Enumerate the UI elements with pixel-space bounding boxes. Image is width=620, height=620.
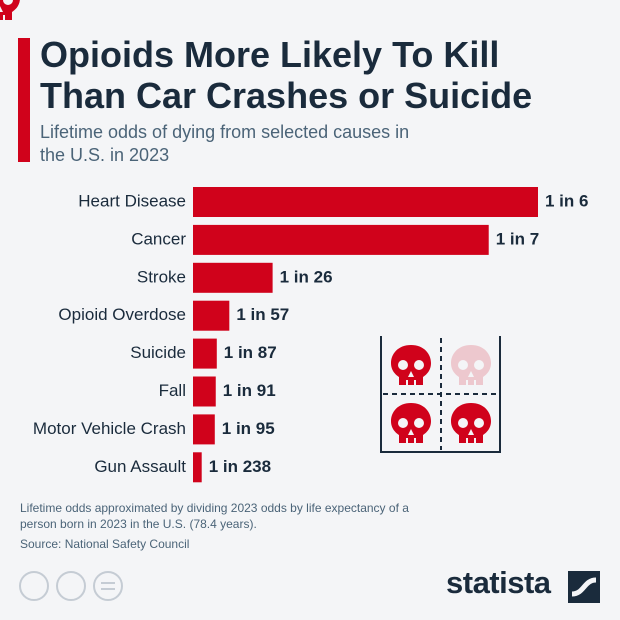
value-label: 1 in 6 [545, 191, 588, 210]
category-label: Opioid Overdose [58, 305, 186, 324]
bar [193, 300, 230, 331]
chart-title: Opioids More Likely To Kill Than Car Cra… [40, 34, 533, 116]
category-label: Stroke [137, 267, 186, 286]
skull-icon [0, 0, 501, 453]
chart-subtitle: Lifetime odds of dying from selected cau… [40, 122, 410, 165]
brand: statista [446, 565, 551, 600]
value-label: 1 in 7 [496, 229, 539, 248]
value-label: 1 in 57 [236, 305, 289, 324]
value-label: 1 in 238 [209, 457, 271, 476]
bar [193, 338, 217, 369]
category-label: Suicide [130, 343, 186, 362]
footnote: Lifetime odds approximated by dividing 2… [20, 501, 409, 531]
category-label: Fall [159, 381, 186, 400]
category-label: Gun Assault [94, 457, 186, 476]
value-label: 1 in 95 [222, 419, 275, 438]
source: Source: National Safety Council [20, 537, 190, 551]
category-label: Motor Vehicle Crash [33, 419, 186, 438]
value-label: 1 in 91 [223, 381, 276, 400]
category-label: Heart Disease [78, 191, 186, 210]
value-label: 1 in 87 [224, 343, 277, 362]
bar [193, 414, 215, 445]
bar [193, 224, 489, 255]
category-label: Cancer [131, 229, 186, 248]
value-label: 1 in 26 [280, 267, 333, 286]
bar [193, 187, 538, 217]
brand-logo [568, 571, 600, 603]
license-icons [19, 571, 123, 601]
bar [193, 376, 216, 407]
bar [193, 452, 202, 483]
bar [193, 262, 273, 293]
title-accent [18, 38, 30, 162]
